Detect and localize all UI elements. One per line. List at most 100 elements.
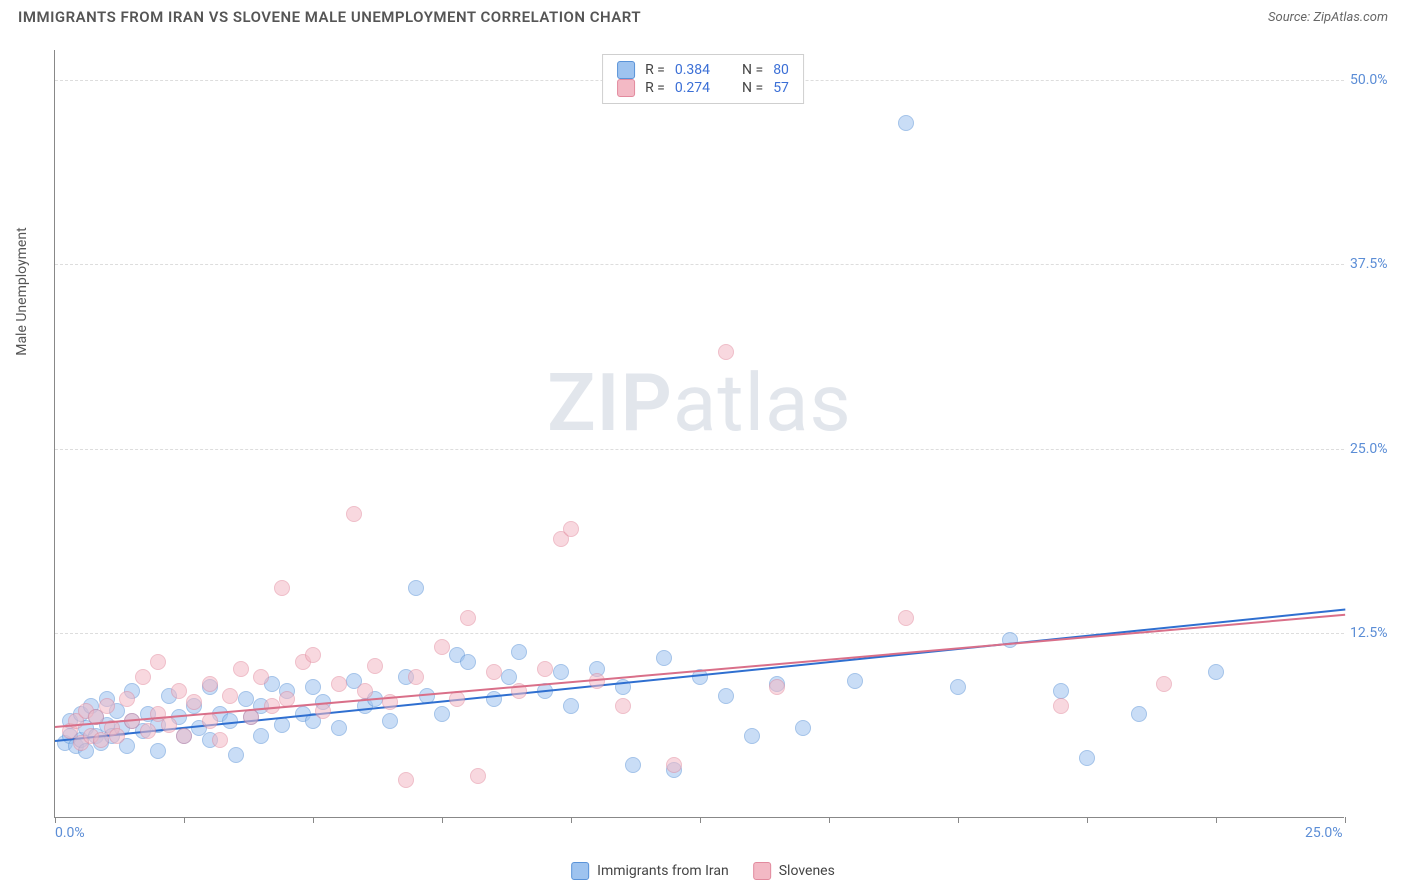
scatter-point — [238, 691, 254, 707]
scatter-point — [563, 521, 579, 537]
x-tick — [442, 817, 443, 823]
header: IMMIGRANTS FROM IRAN VS SLOVENE MALE UNE… — [0, 0, 1406, 30]
y-tick-label: 37.5% — [1350, 256, 1400, 272]
scatter-point — [161, 717, 177, 733]
scatter-point — [109, 728, 125, 744]
scatter-point — [202, 713, 218, 729]
chart-plot-area: ZIPatlas 12.5%25.0%37.5%50.0%0.0%25.0% — [54, 50, 1344, 818]
scatter-point — [367, 658, 383, 674]
scatter-point — [434, 706, 450, 722]
scatter-point — [769, 679, 785, 695]
watermark: ZIPatlas — [547, 356, 852, 450]
legend-swatch — [617, 79, 635, 97]
x-tick — [1216, 817, 1217, 823]
scatter-point — [274, 717, 290, 733]
scatter-point — [501, 669, 517, 685]
series-legend: Immigrants from IranSlovenes — [571, 862, 835, 880]
legend-swatch — [617, 61, 635, 79]
scatter-point — [950, 679, 966, 695]
scatter-point — [408, 580, 424, 596]
scatter-point — [1079, 750, 1095, 766]
x-tick — [184, 817, 185, 823]
source: Source: ZipAtlas.com — [1268, 10, 1388, 25]
r-value: 0.274 — [675, 80, 710, 96]
gridline — [55, 633, 1344, 634]
scatter-point — [1208, 664, 1224, 680]
x-tick — [1345, 817, 1346, 823]
scatter-point — [176, 728, 192, 744]
scatter-point — [486, 664, 502, 680]
scatter-point — [460, 654, 476, 670]
scatter-point — [357, 683, 373, 699]
scatter-point — [382, 713, 398, 729]
scatter-point — [140, 723, 156, 739]
scatter-point — [346, 506, 362, 522]
gridline — [55, 264, 1344, 265]
x-tick — [958, 817, 959, 823]
watermark-rest: atlas — [673, 356, 852, 450]
scatter-point — [434, 639, 450, 655]
scatter-point — [1053, 683, 1069, 699]
scatter-point — [150, 743, 166, 759]
source-name: ZipAtlas.com — [1313, 10, 1388, 25]
y-tick-label: 50.0% — [1350, 72, 1400, 88]
correlation-legend: R = 0.384N = 80R = 0.274N = 57 — [602, 54, 804, 104]
x-tick — [700, 817, 701, 823]
scatter-point — [135, 669, 151, 685]
scatter-point — [150, 654, 166, 670]
scatter-point — [1131, 706, 1147, 722]
scatter-point — [563, 698, 579, 714]
scatter-point — [615, 698, 631, 714]
legend-label: Immigrants from Iran — [597, 863, 729, 879]
scatter-point — [222, 688, 238, 704]
scatter-point — [898, 115, 914, 131]
x-tick — [571, 817, 572, 823]
scatter-point — [666, 757, 682, 773]
scatter-point — [99, 698, 115, 714]
scatter-point — [228, 747, 244, 763]
scatter-point — [898, 610, 914, 626]
y-axis-label: Male Unemployment — [14, 227, 30, 355]
scatter-point — [186, 694, 202, 710]
scatter-point — [119, 691, 135, 707]
scatter-point — [511, 644, 527, 660]
gridline — [55, 449, 1344, 450]
watermark-bold: ZIP — [547, 356, 673, 450]
scatter-point — [470, 768, 486, 784]
scatter-point — [305, 679, 321, 695]
n-value: 80 — [773, 62, 789, 78]
scatter-point — [305, 647, 321, 663]
scatter-point — [1156, 676, 1172, 692]
x-tick — [313, 817, 314, 823]
x-tick — [829, 817, 830, 823]
scatter-point — [744, 728, 760, 744]
legend-swatch — [571, 862, 589, 880]
n-value: 57 — [773, 80, 789, 96]
scatter-point — [171, 683, 187, 699]
x-tick — [55, 817, 56, 823]
scatter-point — [253, 728, 269, 744]
scatter-point — [253, 669, 269, 685]
scatter-point — [537, 661, 553, 677]
source-label: Source: — [1268, 10, 1313, 25]
scatter-point — [1053, 698, 1069, 714]
scatter-point — [212, 732, 228, 748]
correlation-legend-row: R = 0.384N = 80 — [617, 61, 789, 79]
scatter-point — [625, 757, 641, 773]
scatter-point — [202, 676, 218, 692]
x-tick — [1087, 817, 1088, 823]
n-label: N = — [742, 62, 763, 78]
scatter-point — [795, 720, 811, 736]
scatter-point — [718, 344, 734, 360]
chart-title: IMMIGRANTS FROM IRAN VS SLOVENE MALE UNE… — [18, 8, 641, 26]
y-tick-label: 25.0% — [1350, 441, 1400, 457]
scatter-point — [398, 772, 414, 788]
n-label: N = — [742, 80, 763, 96]
scatter-point — [331, 720, 347, 736]
scatter-point — [331, 676, 347, 692]
scatter-point — [553, 664, 569, 680]
scatter-point — [460, 610, 476, 626]
scatter-point — [233, 661, 249, 677]
y-tick-label: 12.5% — [1350, 625, 1400, 641]
r-value: 0.384 — [675, 62, 710, 78]
